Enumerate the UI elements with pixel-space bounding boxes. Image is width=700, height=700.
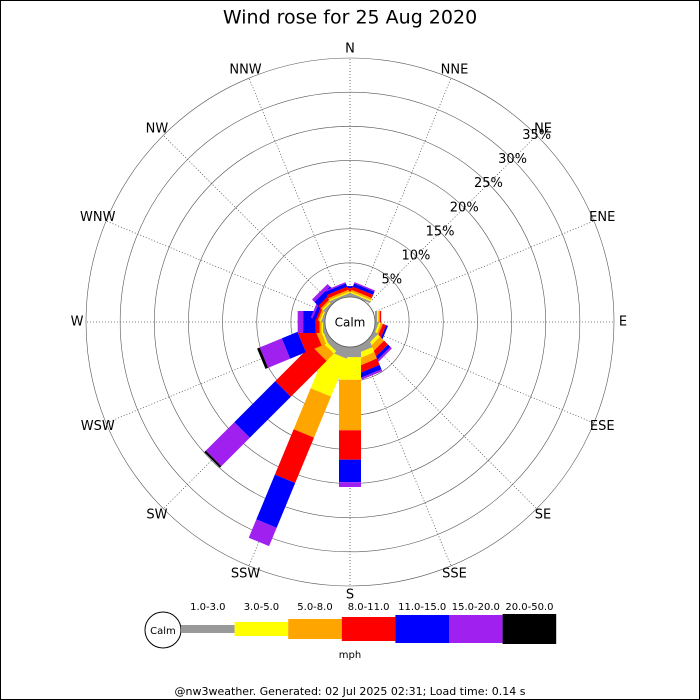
wind-bar [354, 282, 375, 292]
wind-bar [339, 482, 361, 487]
ring-label: 20% [450, 200, 479, 215]
legend-label: 1.0-3.0 [190, 602, 225, 613]
calm-label: Calm [335, 316, 366, 330]
wind-bar [374, 346, 392, 364]
wind-bar [339, 430, 361, 460]
wind-bar [352, 283, 375, 295]
spoke [367, 339, 537, 509]
wind-bar [326, 286, 349, 299]
direction-label: ENE [589, 210, 615, 225]
wind-bar [328, 291, 350, 302]
wind-bar [350, 291, 372, 302]
ring-label: 5% [382, 273, 403, 288]
direction-label: ESE [590, 419, 615, 434]
legend-label: 5.0-8.0 [297, 602, 332, 613]
wind-bar [339, 347, 361, 358]
wind-bar [205, 422, 250, 467]
ring-label: 25% [474, 176, 503, 191]
direction-label: WNW [80, 210, 116, 225]
legend-label: 8.0-11.0 [348, 602, 390, 613]
wind-bar [351, 286, 374, 299]
wind-bar [356, 358, 380, 374]
direction-label: N [345, 42, 355, 57]
direction-label: S [346, 588, 354, 603]
wind-bar [328, 289, 350, 300]
legend-swatch [502, 614, 557, 644]
spoke [105, 220, 328, 313]
direction-label: SE [535, 508, 551, 523]
wind-bar [311, 283, 330, 302]
direction-label: NE [534, 121, 552, 136]
wind-bar [204, 450, 222, 468]
wind-bar [361, 369, 383, 380]
direction-label: W [71, 315, 84, 330]
grid-ring [85, 57, 615, 587]
legend-label: 11.0-15.0 [398, 602, 446, 613]
direction-label: SSE [442, 567, 467, 582]
spoke [372, 331, 595, 424]
spoke [367, 135, 537, 305]
direction-label: SSW [231, 567, 261, 582]
spoke [359, 344, 452, 567]
wind-bar [339, 291, 361, 294]
direction-label: SW [146, 508, 167, 523]
spoke [163, 135, 333, 305]
wind-bar [339, 294, 361, 297]
legend-swatch [234, 622, 289, 636]
footer: @nw3weather. Generated: 02 Jul 2025 02:3… [175, 685, 526, 698]
wind-bar [310, 350, 347, 397]
chart-title: Wind rose for 25 Aug 2020 [223, 7, 477, 29]
legend-swatch [288, 619, 342, 639]
direction-label: E [619, 315, 627, 330]
wind-bar [359, 364, 382, 378]
wind-bar [293, 388, 331, 438]
legend-swatch [341, 617, 396, 641]
wind-bar [350, 289, 372, 300]
legend-label: 20.0-50.0 [505, 602, 553, 613]
legend-swatch [181, 625, 235, 633]
wind-bar [275, 345, 327, 397]
wind-bar [257, 347, 269, 369]
wind-bar [372, 344, 391, 363]
unit-label: mph [339, 650, 361, 661]
wind-bar [325, 282, 346, 292]
wind-bar [281, 331, 306, 359]
direction-label: NNE [441, 62, 469, 77]
legend-swatch [395, 615, 449, 643]
legend-label: 15.0-20.0 [452, 602, 500, 613]
wind-bar [339, 286, 361, 289]
wind-bar [248, 519, 277, 547]
wind-bar [297, 311, 304, 333]
direction-label: WSW [81, 419, 115, 434]
legend-label: 3.0-5.0 [244, 602, 279, 613]
direction-label: NNW [229, 62, 261, 77]
wind-bar [259, 338, 291, 368]
wind-bar [349, 292, 371, 304]
direction-label: NW [146, 121, 169, 136]
wind-bar [329, 292, 351, 304]
wind-bar [339, 379, 361, 431]
spoke [359, 77, 452, 300]
spoke [372, 220, 595, 313]
ring-label: 35% [522, 128, 551, 143]
wind-bar [339, 459, 361, 483]
spoke [248, 77, 341, 300]
wind-bar [325, 283, 348, 295]
wind-bar [339, 288, 361, 292]
grid-ring [153, 125, 547, 519]
wind-bar [274, 429, 315, 484]
ring-label: 15% [426, 224, 455, 239]
legend-calm-label: Calm [150, 626, 176, 637]
ring-label: 30% [498, 152, 527, 167]
wind-bar [234, 381, 291, 438]
wind-bar [256, 474, 296, 528]
legend-swatch [449, 615, 503, 643]
ring-label: 10% [402, 249, 431, 264]
calm-circle [324, 296, 376, 348]
